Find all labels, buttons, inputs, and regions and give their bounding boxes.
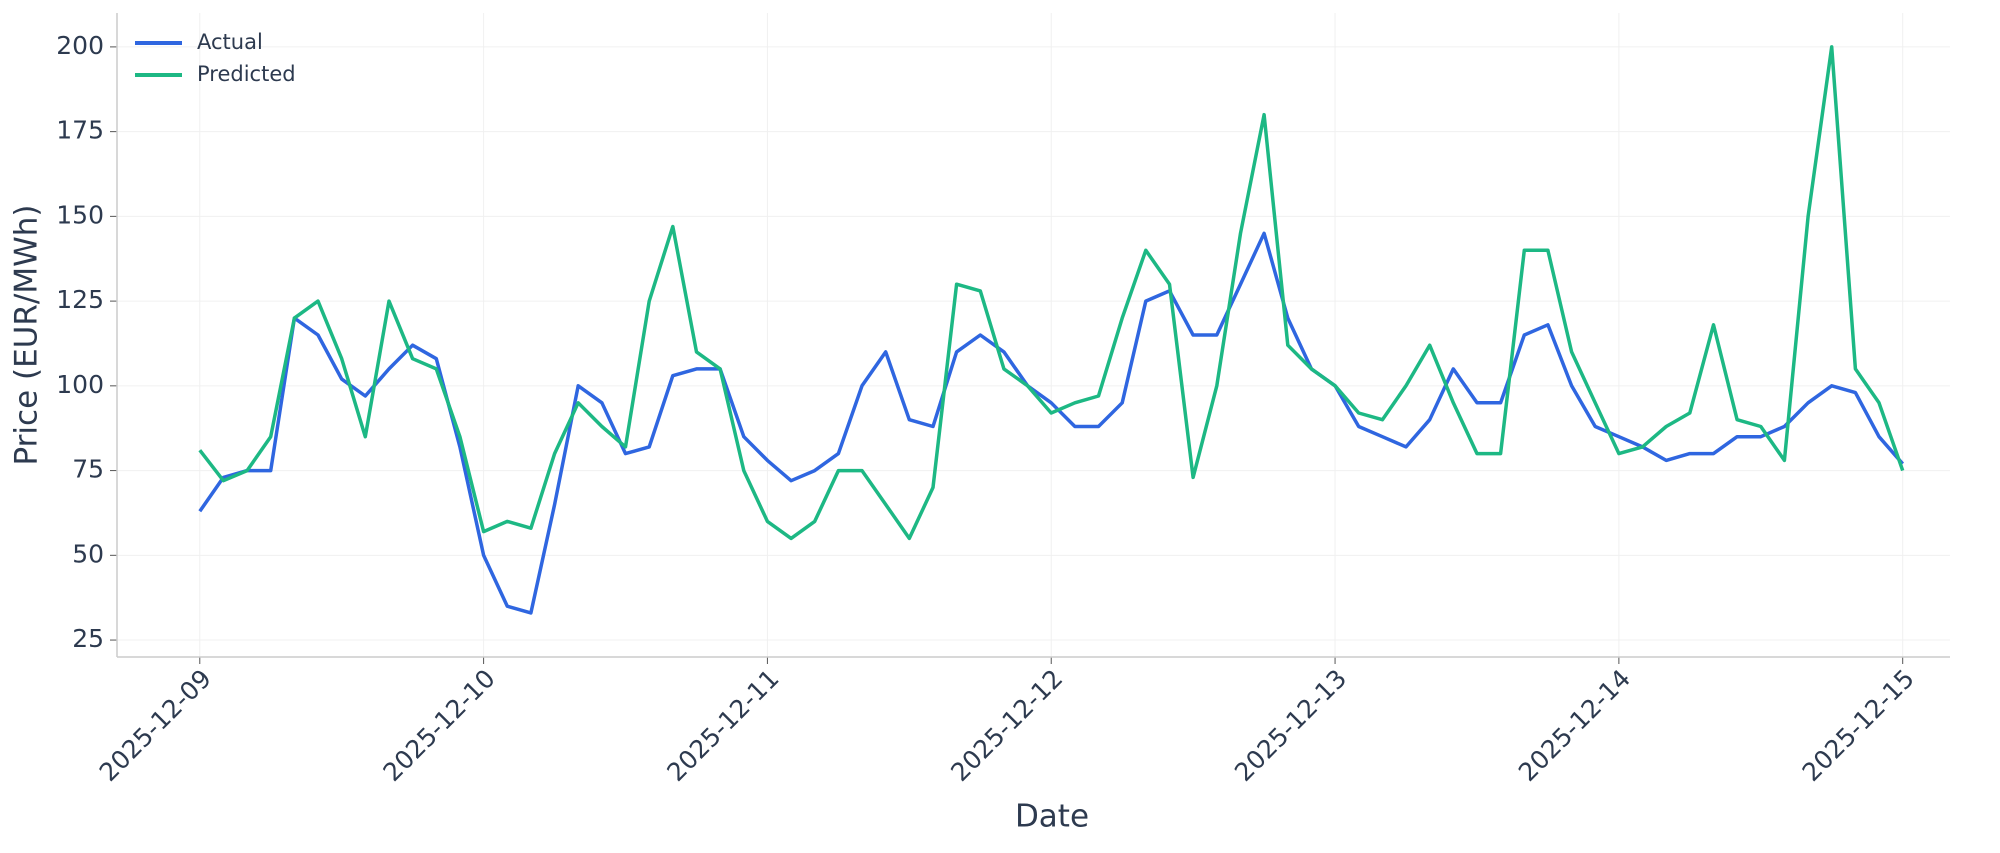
- y-tick-label: 75: [72, 455, 104, 484]
- y-tick-label: 200: [56, 31, 104, 60]
- y-tick-label: 125: [56, 285, 104, 314]
- x-tick-label: 2025-12-09: [94, 664, 217, 787]
- series-line: [198, 231, 1905, 615]
- x-tick-label: 2025-12-11: [661, 664, 784, 787]
- legend-label: Predicted: [197, 62, 296, 86]
- legend-label: Actual: [197, 30, 263, 54]
- y-tick-label: 50: [72, 539, 104, 568]
- x-tick-label: 2025-12-13: [1229, 664, 1352, 787]
- y-tick-label: 100: [56, 370, 104, 399]
- y-tick-label: 25: [72, 624, 104, 653]
- y-tick-label: 175: [56, 116, 104, 145]
- series-line: [198, 45, 1905, 541]
- x-tick-label: 2025-12-10: [378, 664, 501, 787]
- x-tick-label: 2025-12-15: [1797, 664, 1920, 787]
- x-tick-label: 2025-12-12: [945, 664, 1068, 787]
- y-tick-label: 150: [56, 200, 104, 229]
- x-axis-label: Date: [1015, 799, 1089, 835]
- y-axis-label: Price (EUR/MWh): [9, 205, 45, 466]
- x-tick-label: 2025-12-14: [1513, 664, 1636, 787]
